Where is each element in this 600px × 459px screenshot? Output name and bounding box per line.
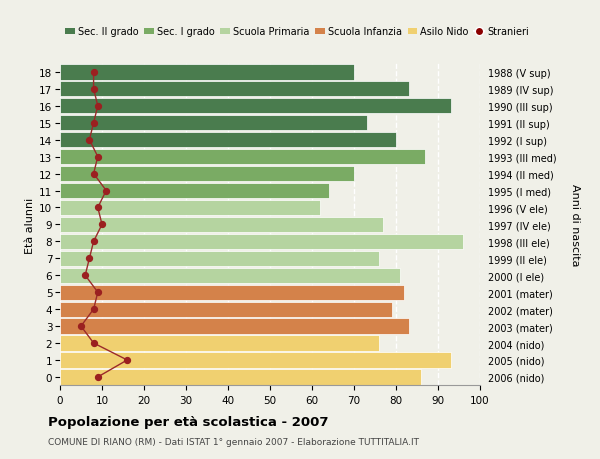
Point (93, 289, 103, 296)
Point (89, 306, 98, 313)
Point (85, 255, 94, 263)
Bar (60, 251, 379, 266)
Point (97, 221, 107, 229)
Bar (60, 116, 367, 131)
Bar (60, 319, 409, 334)
Bar (60, 302, 392, 317)
Point (89, 69, 98, 76)
Bar (60, 150, 425, 165)
Bar (60, 217, 383, 233)
Bar (60, 133, 396, 148)
Bar (60, 65, 354, 80)
Point (101, 187, 111, 195)
Bar (60, 201, 320, 216)
Point (89, 86, 98, 93)
Legend: Sec. II grado, Sec. I grado, Scuola Primaria, Scuola Infanzia, Asilo Nido, Stran: Sec. II grado, Sec. I grado, Scuola Prim… (65, 28, 529, 37)
Bar (60, 167, 354, 182)
Point (93, 374, 103, 381)
Bar (60, 336, 379, 351)
Bar (60, 285, 404, 300)
Bar (60, 369, 421, 385)
Bar (60, 82, 409, 97)
Text: Popolazione per età scolastica - 2007: Popolazione per età scolastica - 2007 (48, 415, 329, 428)
Bar (60, 268, 400, 283)
Bar (60, 234, 463, 249)
Point (93, 103, 103, 110)
Y-axis label: Età alunni: Età alunni (25, 197, 35, 253)
Point (89, 120, 98, 127)
Point (89, 238, 98, 246)
Bar (60, 99, 451, 114)
Point (85, 137, 94, 144)
Point (122, 357, 132, 364)
Bar (60, 184, 329, 199)
Point (76, 323, 86, 330)
Point (93, 204, 103, 212)
Point (89, 340, 98, 347)
Y-axis label: Anni di nascita: Anni di nascita (570, 184, 580, 266)
Text: COMUNE DI RIANO (RM) - Dati ISTAT 1° gennaio 2007 - Elaborazione TUTTITALIA.IT: COMUNE DI RIANO (RM) - Dati ISTAT 1° gen… (48, 437, 419, 446)
Point (93, 154, 103, 161)
Point (80, 272, 90, 280)
Point (89, 170, 98, 178)
Bar (60, 353, 451, 368)
